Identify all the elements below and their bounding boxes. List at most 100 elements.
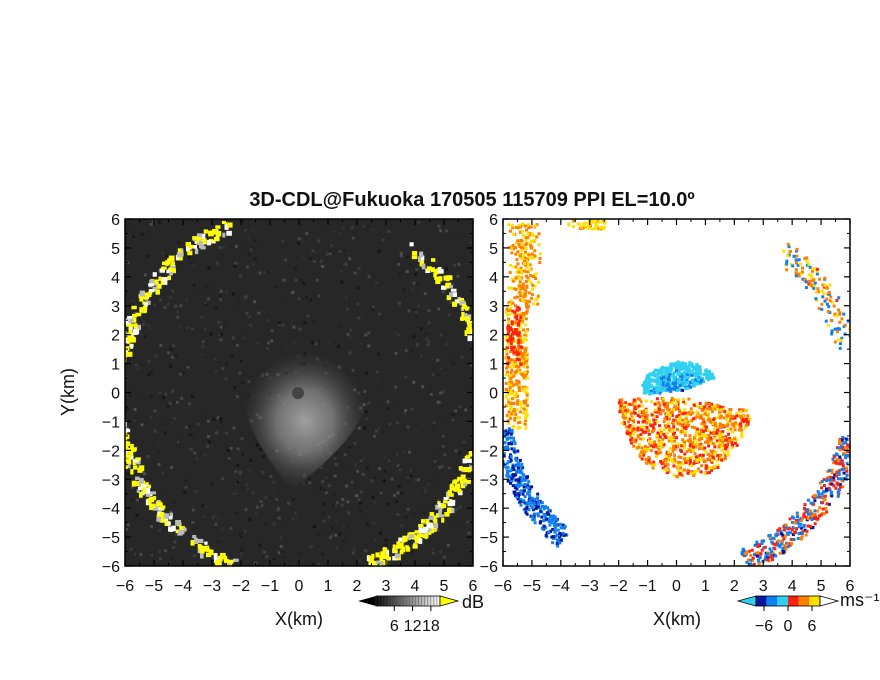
reflectivity-noise-pixel bbox=[249, 248, 253, 252]
reflectivity-noise-pixel bbox=[240, 548, 244, 552]
reflectivity-x-tick-label: −2 bbox=[232, 578, 250, 595]
velocity-point-southeast-edge bbox=[860, 442, 863, 445]
velocity-x-tick-label: 1 bbox=[701, 578, 710, 595]
velocity-x-tick-label: 6 bbox=[846, 578, 855, 595]
velocity-point-southeast-edge bbox=[842, 467, 846, 471]
velocity-point-southwest-edge bbox=[558, 531, 562, 535]
reflectivity-noise-pixel bbox=[242, 297, 246, 301]
reflectivity-noise-pixel bbox=[230, 404, 234, 408]
velocity-point-west-edge bbox=[530, 293, 534, 297]
velocity-point-approaching bbox=[709, 376, 713, 380]
velocity-point-northeast-edge bbox=[820, 289, 824, 293]
velocity-point-approaching bbox=[698, 370, 702, 374]
velocity-point-southeast-edge bbox=[835, 470, 839, 474]
reflectivity-noise-pixel bbox=[365, 339, 369, 343]
velocity-point-southwest-edge bbox=[510, 429, 514, 433]
velocity-point-southeast-edge bbox=[749, 553, 753, 557]
reflectivity-noise-pixel bbox=[327, 515, 331, 519]
velocity-point-northeast-edge bbox=[820, 307, 824, 311]
velocity-point-southeast-edge bbox=[784, 523, 788, 527]
velocity-point-west-edge bbox=[504, 310, 508, 314]
velocity-point-west-edge bbox=[508, 408, 512, 412]
velocity-point-west-edge bbox=[519, 363, 523, 367]
velocity-point-receding bbox=[674, 445, 678, 449]
reflectivity-noise-pixel bbox=[439, 229, 443, 233]
velocity-point-southeast-edge bbox=[822, 512, 826, 516]
clutter-pixel bbox=[379, 556, 384, 563]
reflectivity-noise-pixel bbox=[187, 255, 191, 259]
velocity-point-receding bbox=[689, 446, 693, 450]
clutter-pixel bbox=[198, 244, 205, 249]
clutter-pixel bbox=[466, 458, 472, 463]
reflectivity-colorbar-tick-label: 18 bbox=[422, 618, 440, 635]
reflectivity-noise-pixel bbox=[298, 237, 302, 241]
velocity-point-southwest-edge bbox=[503, 430, 506, 434]
velocity-point-southwest-edge bbox=[523, 482, 527, 486]
velocity-point-west-edge bbox=[525, 338, 529, 342]
velocity-point-receding bbox=[685, 422, 689, 426]
velocity-point-southeast-edge bbox=[838, 483, 842, 487]
velocity-point-receding bbox=[677, 418, 681, 422]
velocity-point-west-edge bbox=[515, 363, 519, 367]
velocity-point-southeast-edge bbox=[777, 543, 781, 547]
velocity-point-west-edge bbox=[520, 229, 524, 233]
velocity-point-southwest-edge bbox=[556, 544, 560, 548]
velocity-point-southwest-edge bbox=[522, 508, 526, 512]
reflectivity-noise-pixel bbox=[315, 278, 319, 282]
velocity-point-southeast-edge bbox=[768, 547, 772, 551]
reflectivity-noise-pixel bbox=[281, 323, 285, 327]
reflectivity-noise-pixel bbox=[285, 346, 289, 350]
velocity-point-receding bbox=[642, 425, 646, 429]
velocity-point-west-edge bbox=[521, 316, 525, 320]
clutter-pixel bbox=[375, 560, 380, 564]
velocity-point-west-edge bbox=[530, 296, 534, 300]
velocity-point-receding bbox=[730, 446, 734, 450]
reflectivity-noise-pixel bbox=[149, 415, 153, 419]
clutter-pixel bbox=[447, 490, 452, 497]
velocity-point-receding bbox=[658, 441, 662, 445]
velocity-point-receding bbox=[651, 445, 655, 449]
velocity-point-receding bbox=[627, 431, 631, 435]
velocity-point-southeast-edge bbox=[789, 531, 793, 535]
reflectivity-noise-pixel bbox=[202, 515, 206, 519]
reflectivity-y-tick-label: 5 bbox=[111, 241, 120, 258]
velocity-point-southeast-edge bbox=[838, 441, 842, 445]
velocity-point-west-edge bbox=[538, 256, 542, 260]
velocity-point-west-edge bbox=[524, 416, 528, 420]
reflectivity-noise-pixel bbox=[291, 517, 295, 521]
velocity-point-receding bbox=[719, 414, 723, 418]
reflectivity-noise-pixel bbox=[137, 323, 141, 327]
velocity-point-receding bbox=[688, 444, 692, 448]
velocity-point-west-edge bbox=[509, 412, 513, 416]
velocity-point-approaching bbox=[705, 372, 709, 376]
reflectivity-noise-pixel bbox=[163, 431, 167, 435]
velocity-point-northeast-edge bbox=[810, 275, 814, 279]
reflectivity-noise-pixel bbox=[465, 262, 469, 266]
reflectivity-noise-pixel bbox=[359, 501, 363, 505]
velocity-point-receding bbox=[716, 428, 720, 432]
velocity-point-southeast-edge bbox=[795, 514, 799, 518]
reflectivity-noise-pixel bbox=[436, 400, 440, 404]
velocity-point-west-edge bbox=[525, 397, 529, 401]
velocity-point-receding bbox=[656, 451, 660, 455]
velocity-point-west-edge bbox=[522, 389, 526, 393]
velocity-point-west-edge bbox=[512, 424, 516, 428]
velocity-point-southeast-edge bbox=[824, 487, 828, 491]
reflectivity-noise-pixel bbox=[245, 265, 249, 269]
velocity-point-receding bbox=[639, 437, 643, 441]
velocity-point-receding bbox=[624, 413, 628, 417]
velocity-point-approaching bbox=[674, 369, 678, 373]
reflectivity-noise-pixel bbox=[172, 500, 176, 504]
velocity-point-west-edge bbox=[506, 392, 510, 396]
reflectivity-noise-pixel bbox=[395, 452, 399, 456]
velocity-point-southeast-edge bbox=[796, 521, 800, 525]
reflectivity-noise-pixel bbox=[358, 559, 362, 563]
reflectivity-noise-pixel bbox=[248, 315, 252, 319]
velocity-point-southwest-edge bbox=[500, 443, 503, 446]
reflectivity-noise-pixel bbox=[133, 416, 137, 420]
clutter-pixel bbox=[141, 484, 147, 489]
reflectivity-noise-pixel bbox=[404, 409, 408, 413]
clutter-pixel bbox=[461, 303, 466, 310]
reflectivity-noise-pixel bbox=[281, 283, 285, 287]
reflectivity-noise-pixel bbox=[367, 344, 371, 348]
